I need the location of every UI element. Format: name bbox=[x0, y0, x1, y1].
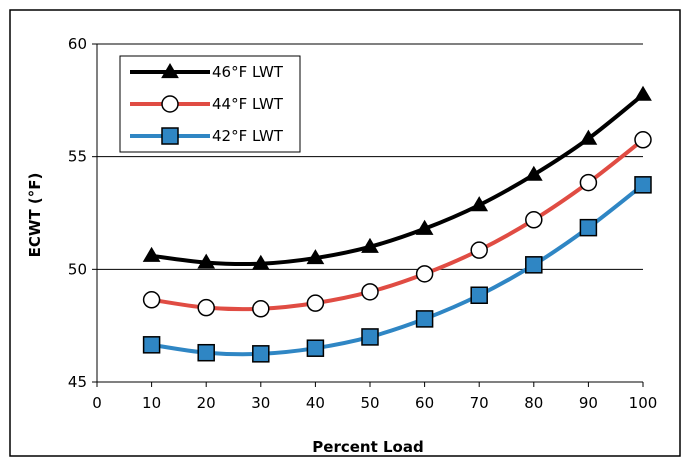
series-1-point-70 bbox=[470, 241, 488, 259]
series-line-0 bbox=[151, 93, 645, 267]
series-2 bbox=[142, 176, 652, 363]
legend-label-0: 46°F LWT bbox=[212, 63, 284, 81]
series-0 bbox=[142, 85, 652, 270]
series-2-point-50 bbox=[361, 328, 379, 346]
x-tick-label-30: 30 bbox=[251, 394, 270, 412]
series-1-point-60 bbox=[415, 265, 434, 283]
series-0-point-10 bbox=[142, 246, 161, 262]
series-0-point-40 bbox=[306, 249, 325, 265]
series-2-point-100 bbox=[634, 176, 652, 194]
series-1-point-30 bbox=[252, 300, 270, 318]
series-1 bbox=[142, 131, 652, 318]
x-tick-label-10: 10 bbox=[142, 394, 161, 412]
series-2-point-40 bbox=[306, 339, 325, 357]
gridlines bbox=[97, 43, 643, 270]
x-tick-label-20: 20 bbox=[197, 394, 216, 412]
series-2-point-80 bbox=[525, 256, 543, 274]
series-lines bbox=[142, 85, 652, 363]
x-tick-label-90: 90 bbox=[579, 394, 598, 412]
y-tick-label-45: 45 bbox=[68, 373, 87, 391]
legend-item-0: 46°F LWT bbox=[130, 63, 284, 81]
series-0-point-70 bbox=[470, 196, 489, 212]
series-2-point-20 bbox=[197, 343, 215, 362]
series-2-point-30 bbox=[252, 345, 270, 363]
series-0-point-20 bbox=[197, 253, 216, 269]
legend-item-2: 42°F LWT bbox=[130, 127, 284, 145]
legend-item-1: 44°F LWT bbox=[130, 95, 284, 113]
series-1-point-90 bbox=[579, 173, 598, 192]
series-line-2 bbox=[151, 183, 645, 357]
series-0-point-50 bbox=[361, 237, 379, 253]
legend-marker-2 bbox=[161, 127, 179, 145]
series-1-point-40 bbox=[306, 294, 325, 312]
series-line-1 bbox=[151, 138, 645, 312]
series-2-point-90 bbox=[579, 218, 598, 237]
x-tick-label-80: 80 bbox=[524, 394, 543, 412]
series-1-point-20 bbox=[197, 298, 215, 317]
series-2-point-60 bbox=[415, 310, 434, 328]
series-0-point-90 bbox=[579, 129, 598, 145]
series-0-point-100 bbox=[634, 85, 652, 101]
x-tick-label-60: 60 bbox=[415, 394, 434, 412]
x-tick-label-0: 0 bbox=[92, 394, 102, 412]
y-tick-label-50: 50 bbox=[68, 260, 87, 278]
x-tick-label-70: 70 bbox=[470, 394, 489, 412]
series-1-point-80 bbox=[525, 211, 543, 229]
axes: 45 50 55 60 0 10 20 30 40 50 60 70 80 90 100 bbox=[68, 35, 657, 412]
y-tick-label-55: 55 bbox=[68, 148, 87, 166]
y-axis-title: ECWT (°F) bbox=[26, 173, 44, 258]
x-tick-label-50: 50 bbox=[360, 394, 379, 412]
legend-marker-0 bbox=[161, 63, 179, 79]
series-1-point-10 bbox=[142, 291, 161, 309]
legend-marker-1 bbox=[161, 95, 179, 113]
legend: 46°F LWT 44°F LWT 42°F LWT bbox=[119, 55, 301, 153]
series-2-point-10 bbox=[142, 336, 161, 354]
x-axis-title: Percent Load bbox=[312, 438, 423, 456]
legend-label-1: 44°F LWT bbox=[212, 95, 284, 113]
series-1-point-50 bbox=[361, 283, 379, 301]
series-2-point-70 bbox=[470, 286, 488, 304]
series-1-point-100 bbox=[634, 131, 652, 149]
series-0-point-60 bbox=[415, 219, 434, 235]
legend-label-2: 42°F LWT bbox=[212, 127, 284, 145]
y-tick-label-60: 60 bbox=[68, 35, 87, 53]
x-tick-label-40: 40 bbox=[306, 394, 325, 412]
x-tick-label-100: 100 bbox=[629, 394, 658, 412]
series-0-point-30 bbox=[251, 254, 270, 270]
series-0-point-80 bbox=[524, 165, 543, 181]
